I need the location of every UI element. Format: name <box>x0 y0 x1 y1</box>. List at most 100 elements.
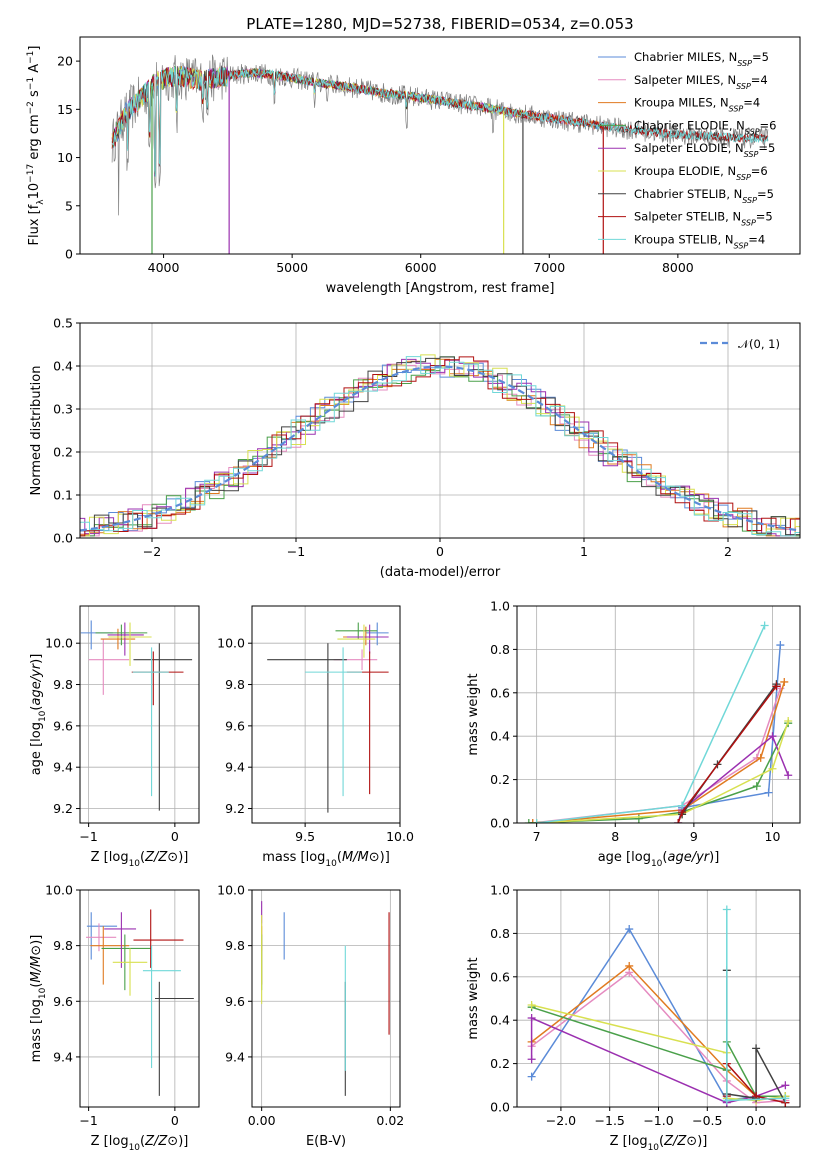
y-tick-label: 0.2 <box>53 445 73 460</box>
point-kroupa-elodie <box>108 622 152 666</box>
y-tick-label: 9.8 <box>53 677 73 692</box>
legend-entry-kroupa-elodie: Kroupa ELODIE, NSSP=6 <box>634 164 768 182</box>
x-tick-label: 0 <box>171 1113 179 1128</box>
plus-marker <box>780 677 789 686</box>
mass-weight-vs-metallicity-panel: −2.0 −1.5 −1.0 −0.5 0.0 0.0 0.2 0.4 0.6 0.8 1.0 Z [… <box>466 883 801 1153</box>
y-tick-label: 9.2 <box>53 801 73 816</box>
y-axis-label: Normed distribution <box>29 366 44 496</box>
y-tick-label: 0.5 <box>53 316 73 331</box>
normal-distribution-curve <box>80 365 800 532</box>
x-tick-label: −2 <box>143 544 161 559</box>
series-kroupa-stelib <box>532 621 769 823</box>
residual-histogram-kroupa-stelib <box>80 356 800 537</box>
y-axis-label: mass [log10(M/M⊙)] <box>29 935 48 1063</box>
plus-marker <box>776 641 785 650</box>
y-tick-label: 9.2 <box>225 801 245 816</box>
y-tick-label: 0.2 <box>490 772 510 787</box>
plus-marker <box>528 819 537 823</box>
y-tick-label: 9.8 <box>225 938 245 953</box>
plus-marker <box>527 1072 536 1081</box>
y-tick-label: 0.0 <box>490 816 510 831</box>
plot-area <box>524 621 793 823</box>
legend-entry-salpeter-miles: Salpeter MILES, NSSP=4 <box>634 73 768 91</box>
plus-marker <box>760 621 769 630</box>
point-salpeter-elodie <box>107 622 144 656</box>
axes-frame <box>79 889 200 1108</box>
x-tick-label: 8000 <box>662 260 694 275</box>
point-chabrier-stelib <box>155 981 194 1096</box>
x-tick-label: 0.02 <box>376 1113 404 1128</box>
y-tick-label: 9.4 <box>225 1049 245 1064</box>
plus-marker <box>532 819 541 823</box>
x-tick-label: 5000 <box>276 260 308 275</box>
model-spectrum-salpeter-stelib <box>111 66 769 175</box>
series-kroupa-stelib <box>722 905 790 1105</box>
y-tick-label: 10.0 <box>217 883 245 898</box>
figure-title: PLATE=1280, MJD=52738, FIBERID=0534, z=0… <box>246 15 633 33</box>
plot-area <box>527 905 790 1107</box>
plus-marker <box>781 1081 790 1090</box>
plus-marker <box>527 1014 536 1023</box>
series-line <box>536 720 789 823</box>
y-tick-label: 0.4 <box>490 729 510 744</box>
y-tick-label: 9.4 <box>53 760 73 775</box>
y-tick-label: 0.0 <box>53 531 73 546</box>
y-tick-label: 10 <box>57 150 73 165</box>
plus-marker <box>625 925 634 934</box>
x-tick-label: 10.0 <box>386 829 414 844</box>
x-axis-label: Z [log10(Z/Z⊙)] <box>610 1134 708 1153</box>
legend-entry-salpeter-elodie: Salpeter ELODIE, NSSP=5 <box>634 141 775 159</box>
plus-marker <box>764 788 773 797</box>
x-tick-label: −1 <box>79 829 97 844</box>
model-spectrum-kroupa-stelib <box>111 66 769 177</box>
y-tick-label: 0.1 <box>53 488 73 503</box>
legend-entry-salpeter-stelib: Salpeter STELIB, NSSP=5 <box>634 210 773 228</box>
plus-marker <box>752 1044 761 1053</box>
plot-area <box>86 909 194 1096</box>
x-axis-label: (data-model)/error <box>380 565 501 580</box>
x-axis-label: Z [log10(Z/Z⊙)] <box>91 1134 189 1153</box>
x-tick-label: 10 <box>765 829 781 844</box>
age-vs-metallicity-panel: −1 0 9.2 9.4 9.6 9.8 10.0 Z [log10(Z/Z⊙)] age [l… <box>29 605 200 869</box>
x-tick-label: −2.0 <box>546 1113 576 1128</box>
x-tick-label: 6000 <box>405 260 437 275</box>
spectrum-panel: 4000 5000 6000 7000 8000 0 5 10 15 20 wavelength [… <box>26 36 801 296</box>
x-tick-label: 8 <box>611 829 619 844</box>
axes-frame <box>251 605 401 824</box>
x-tick-label: 0.00 <box>248 1113 276 1128</box>
x-tick-label: −0.5 <box>692 1113 722 1128</box>
point-chabrier-miles <box>86 912 118 960</box>
plus-marker <box>772 682 781 691</box>
mass-vs-extinction-panel: 0.00 0.02 9.4 9.6 9.8 10.0 E(B-V) <box>217 883 404 1150</box>
y-tick-label: 10.0 <box>45 883 73 898</box>
plot-area <box>80 620 193 811</box>
point-kroupa-stelib <box>142 945 181 1069</box>
plus-marker <box>781 1094 790 1103</box>
y-tick-label: 20 <box>57 54 73 69</box>
plus-marker <box>752 782 761 791</box>
series-line <box>532 681 786 823</box>
y-axis-label: Flux [fλ10−17 erg cm−2 s−1 A−1] <box>26 46 46 246</box>
point-salpeter-miles <box>88 639 130 695</box>
y-axis-label: mass weight <box>466 673 481 755</box>
point-chabrier-elodie <box>335 622 378 640</box>
x-tick-label: 0.0 <box>746 1113 766 1128</box>
y-tick-label: 1.0 <box>490 599 510 614</box>
y-tick-label: 9.6 <box>225 718 245 733</box>
legend-entry-chabrier-stelib: Chabrier STELIB, NSSP=5 <box>634 187 774 205</box>
y-axis-label: mass weight <box>466 957 481 1039</box>
age-vs-mass-panel: 9.5 10.0 9.2 9.4 9.6 9.8 10.0 mass [log10(M/M⊙)… <box>217 605 414 869</box>
x-tick-label: 7 <box>533 829 541 844</box>
x-tick-label: 1 <box>580 544 588 559</box>
legend-entry-chabrier-miles: Chabrier MILES, NSSP=5 <box>634 50 769 68</box>
y-tick-label: 10.0 <box>217 636 245 651</box>
x-tick-label: −1.0 <box>643 1113 673 1128</box>
y-tick-label: 0.2 <box>490 1056 510 1071</box>
y-tick-label: 5 <box>65 198 73 213</box>
y-tick-label: 0.0 <box>490 1100 510 1115</box>
plus-marker <box>527 1001 536 1010</box>
plus-marker <box>722 905 731 914</box>
y-tick-label: 15 <box>57 102 73 117</box>
y-tick-label: 9.8 <box>53 938 73 953</box>
axes-frame <box>251 889 401 1108</box>
